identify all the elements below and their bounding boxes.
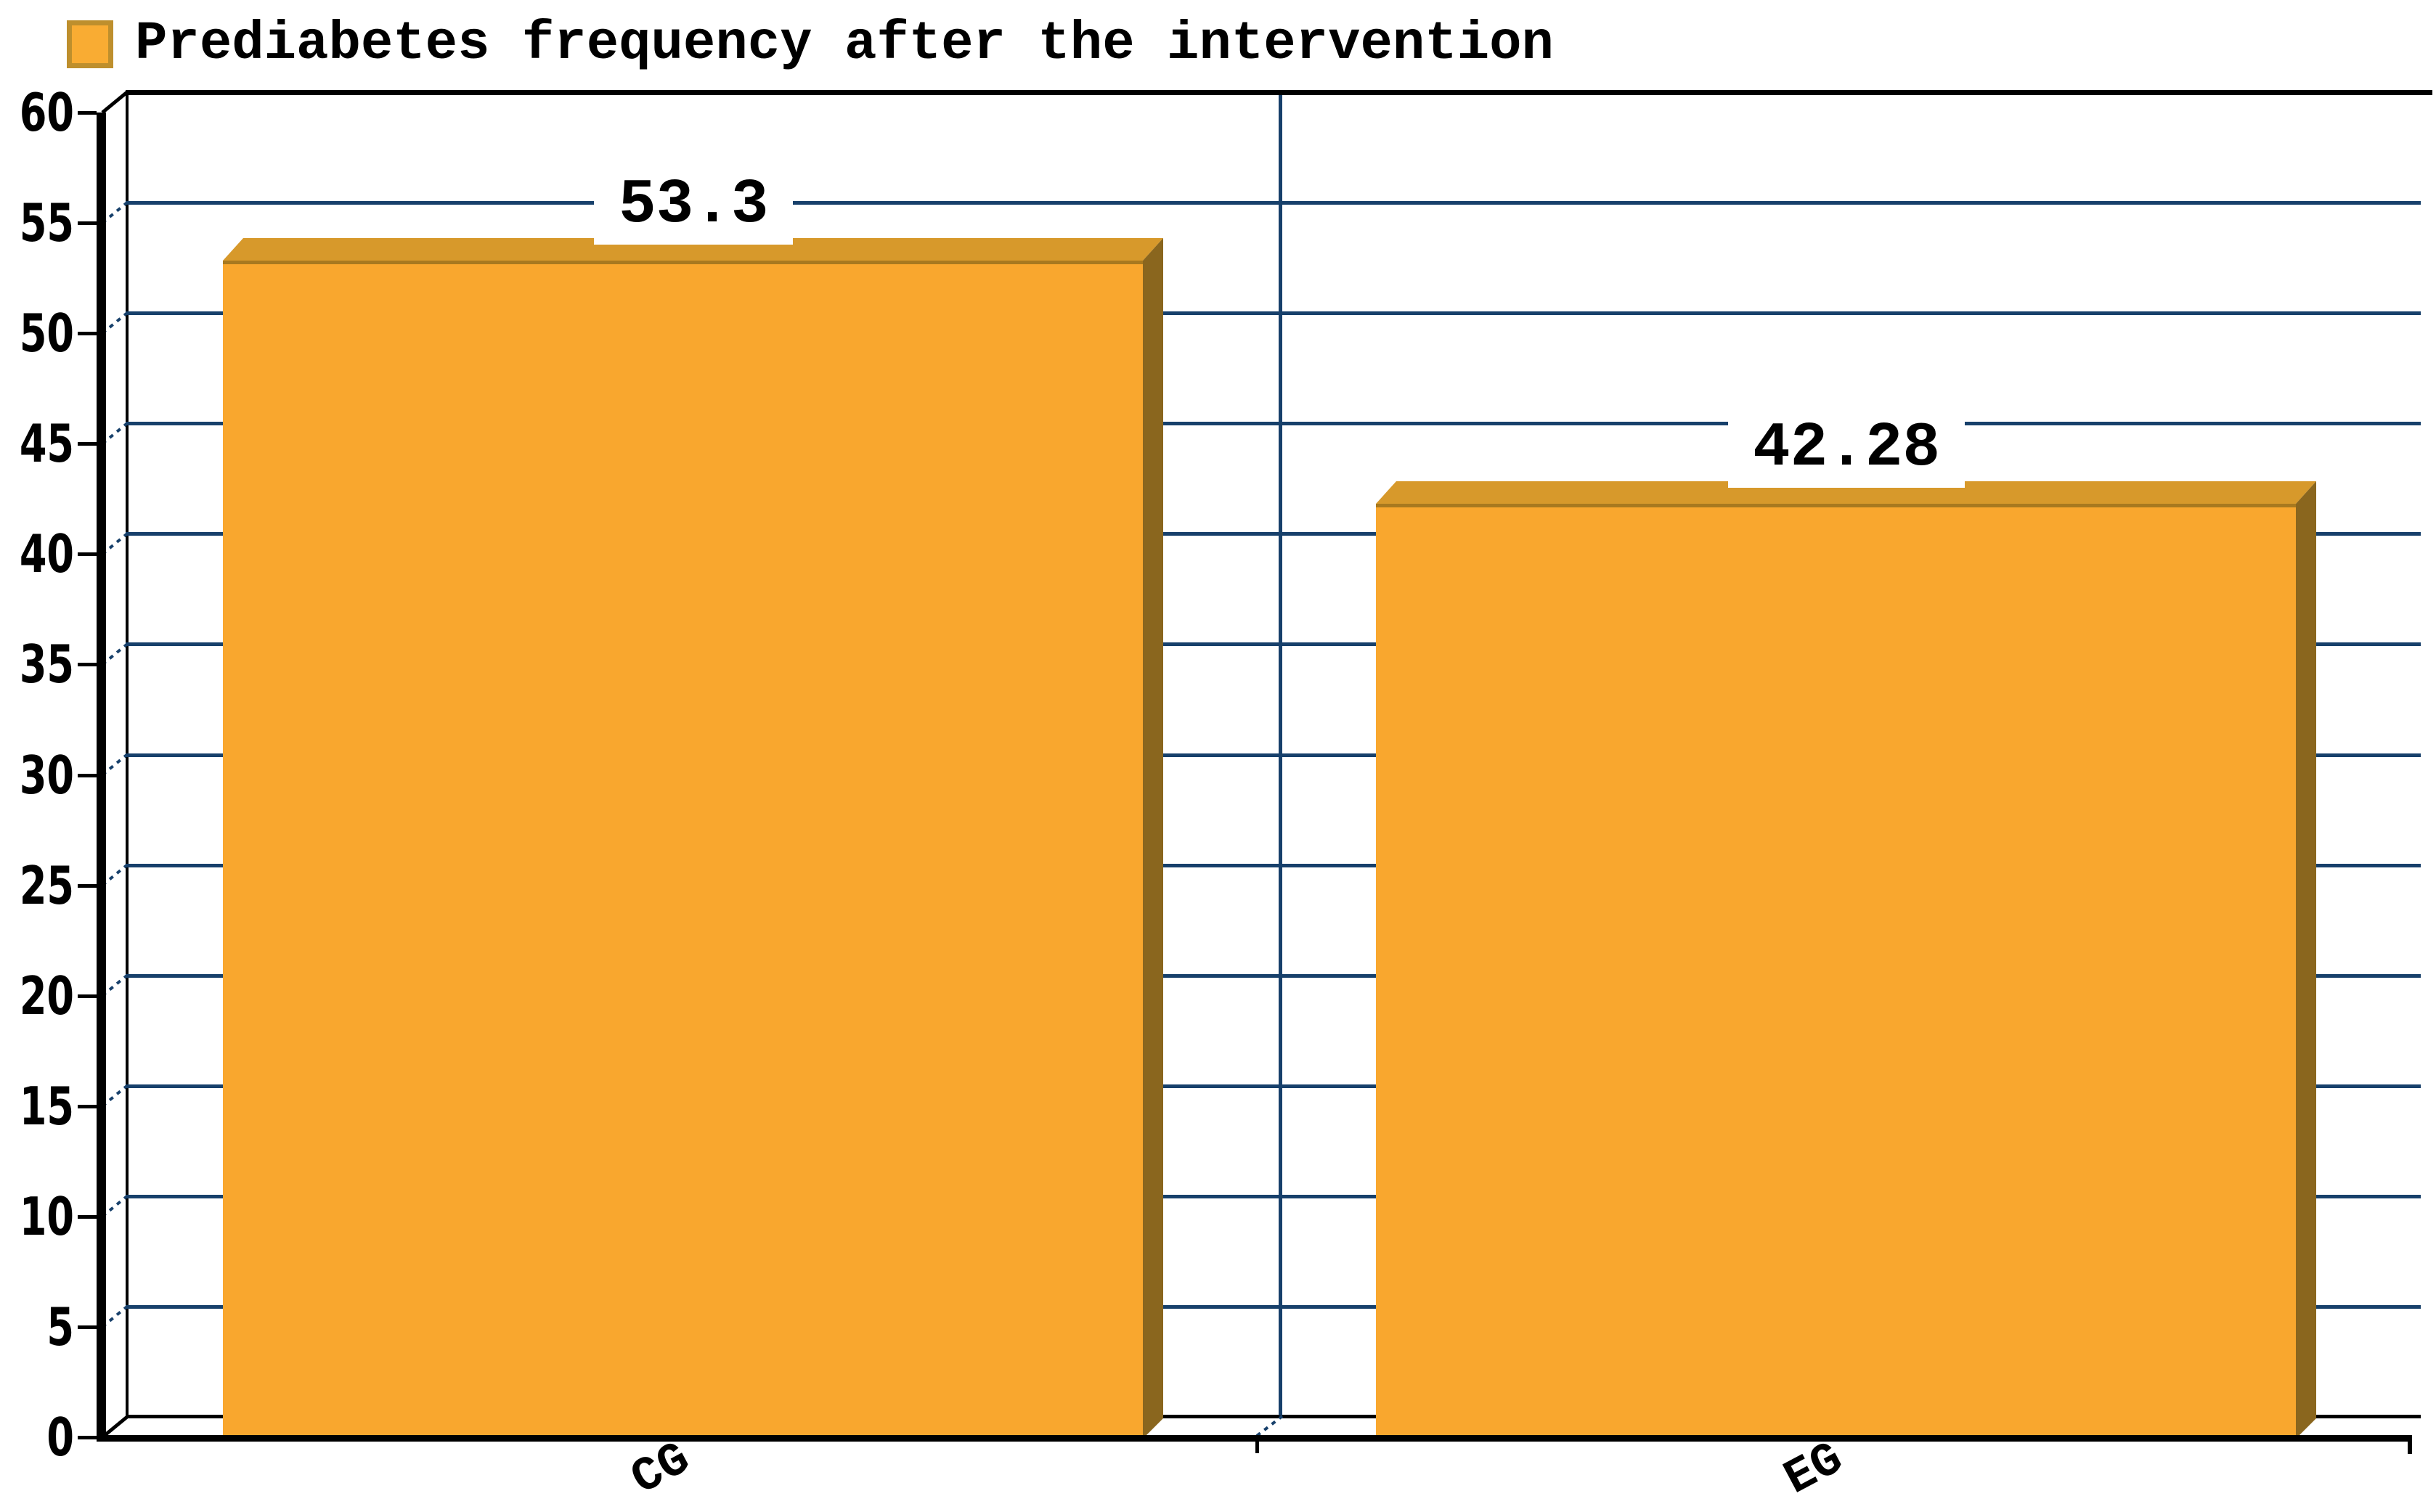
depth-connector <box>101 1305 129 1328</box>
y-axis-tick-label: 5 <box>46 1296 74 1357</box>
gridline-y5 <box>126 1304 2421 1309</box>
legend-label: Prediabetes frequency after the interven… <box>135 14 1554 75</box>
gridline-y45 <box>126 422 2421 426</box>
depth-connector <box>101 1195 129 1218</box>
gridline-y40 <box>126 532 2421 536</box>
x-axis-divider-tick <box>1255 1440 1259 1453</box>
y-axis-tick-label: 0 <box>46 1407 74 1468</box>
gridline-y25 <box>126 863 2421 867</box>
y-axis-line <box>97 113 106 1442</box>
y-axis-tick-label: 15 <box>19 1075 74 1137</box>
y-axis-tick <box>78 1436 97 1439</box>
y-axis-tick <box>78 111 97 115</box>
gridline-y20 <box>126 973 2421 978</box>
bar-EG-front <box>1376 504 2296 1441</box>
y-axis-tick-label: 55 <box>19 192 74 254</box>
y-axis-tick-label: 10 <box>19 1185 74 1247</box>
data-label-EG: 42.28 <box>1728 409 1965 488</box>
gridline-y55 <box>126 201 2421 205</box>
category-label-EG: EG <box>1775 1431 1852 1507</box>
depth-connector <box>101 1415 129 1439</box>
depth-connector <box>101 311 129 335</box>
category-label-CG: CG <box>622 1431 699 1507</box>
y-axis-tick-label: 60 <box>19 82 74 143</box>
bar-EG-side <box>2296 481 2316 1439</box>
gridline-y15 <box>126 1084 2421 1088</box>
y-axis-tick <box>78 773 97 777</box>
gridline-y10 <box>126 1194 2421 1198</box>
y-axis-tick-label: 50 <box>19 303 74 364</box>
y-axis-tick-label: 25 <box>19 854 74 916</box>
plot-backwall-top-edge <box>126 90 2432 95</box>
gridline-y35 <box>126 642 2421 647</box>
depth-connector <box>101 532 129 555</box>
legend-swatch-icon <box>67 20 113 68</box>
y-axis-tick <box>78 1214 97 1219</box>
y-axis-tick <box>78 883 97 888</box>
gridline-y30 <box>126 753 2421 757</box>
y-axis-tick-label: 40 <box>19 523 74 585</box>
y-axis-tick <box>78 332 97 336</box>
y-axis-tick-label: 20 <box>19 965 74 1026</box>
depth-connector <box>101 91 129 114</box>
gridline-y50 <box>126 311 2421 316</box>
x-axis-end-tick <box>2408 1435 2412 1454</box>
y-axis-tick <box>78 1104 97 1108</box>
depth-connector <box>101 201 129 224</box>
legend: Prediabetes frequency after the interven… <box>67 14 1554 75</box>
y-axis-tick-label: 30 <box>19 744 74 806</box>
depth-connector <box>101 642 129 666</box>
data-label-CG: 53.3 <box>594 166 794 245</box>
depth-connector <box>101 864 129 887</box>
y-axis-tick <box>78 442 97 446</box>
bar-CG-side <box>1143 238 1163 1439</box>
y-axis-tick-label: 35 <box>19 634 74 695</box>
depth-connector <box>101 753 129 777</box>
bar-CG-front <box>223 261 1143 1441</box>
y-axis-tick <box>78 221 97 226</box>
y-axis-tick <box>78 994 97 998</box>
y-axis-tick <box>78 663 97 667</box>
y-axis-tick <box>78 552 97 557</box>
y-axis-tick <box>78 1325 97 1329</box>
depth-connector <box>101 422 129 445</box>
depth-connector <box>101 1084 129 1108</box>
x-axis-line <box>97 1435 2412 1442</box>
depth-connector <box>101 974 129 997</box>
depth-connector <box>1255 1415 1284 1437</box>
y-axis-tick-label: 45 <box>19 413 74 475</box>
